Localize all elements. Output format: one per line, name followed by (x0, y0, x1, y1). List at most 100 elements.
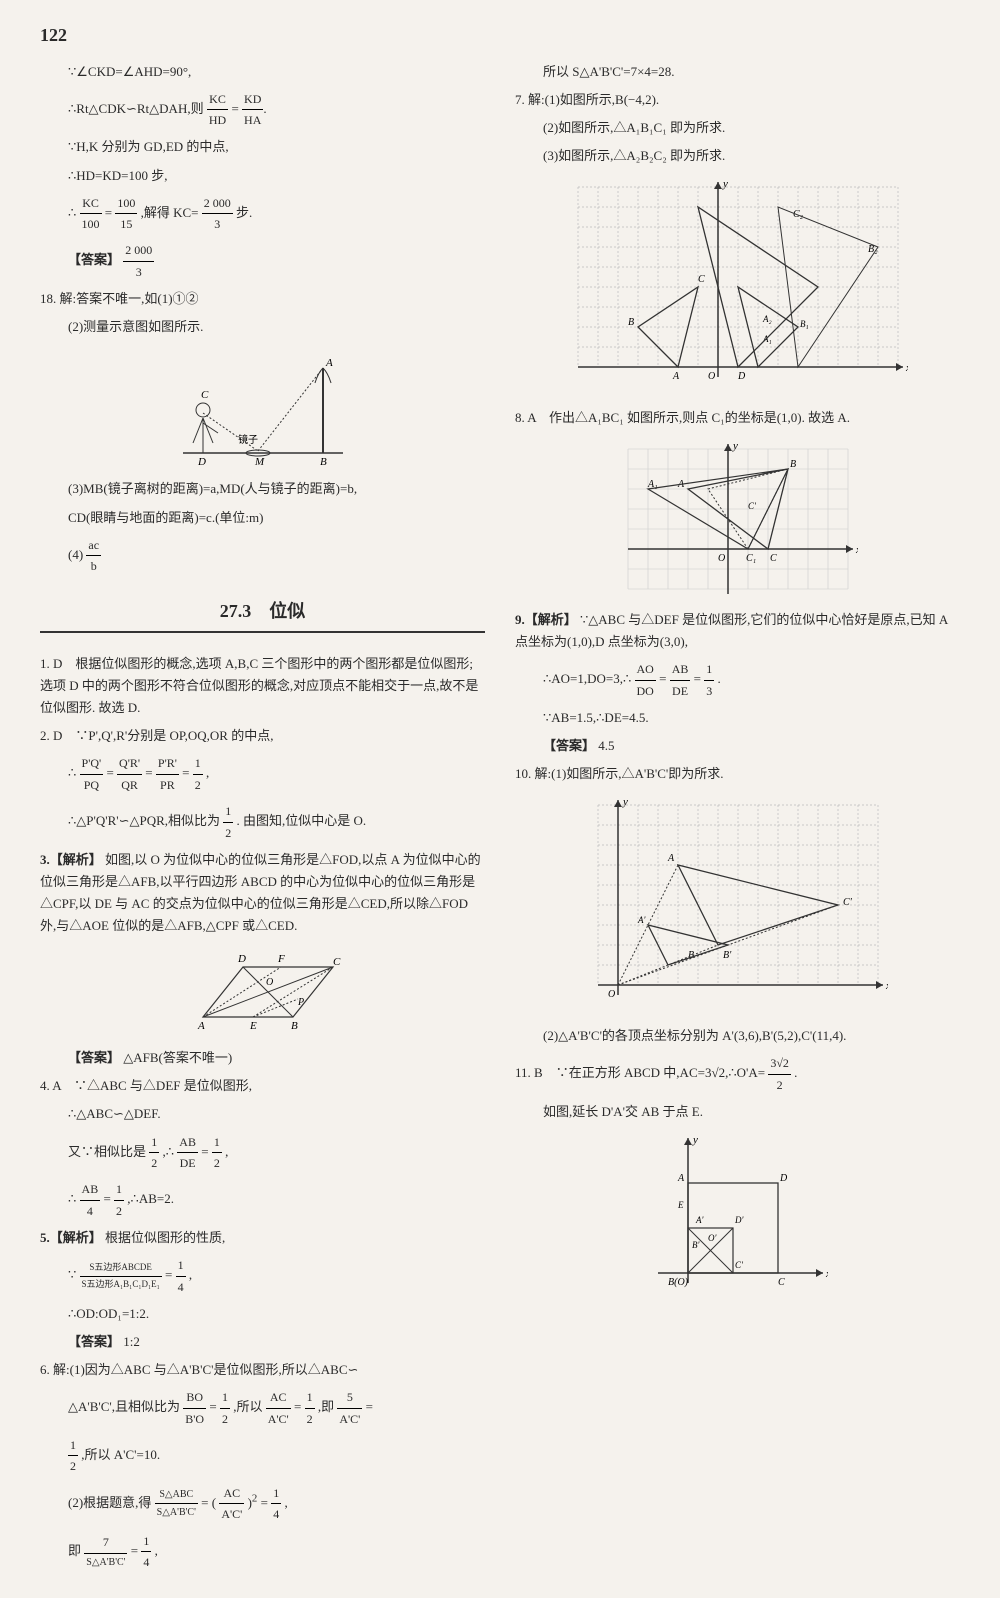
text: 又∵相似比是 (68, 1143, 146, 1158)
svg-text:y: y (732, 440, 738, 452)
answer-text: △AFB(答案不唯一) (123, 1050, 232, 1065)
fraction: 14 (141, 1531, 151, 1573)
text: ,所以 (233, 1399, 262, 1414)
svg-text:y: y (722, 178, 728, 190)
block-17-continuation: ∵∠CKD=∠AHD=90°, ∴Rt△CDK∽Rt△DAH,则 KCHD = … (40, 61, 485, 283)
svg-text:E: E (677, 1200, 684, 1210)
text: = (182, 765, 189, 780)
text: (2)根据题意,得 (68, 1495, 151, 1510)
q5-l3: ∴OD:OD₁=1:2. (40, 1303, 485, 1325)
line: ∴ KC100 = 10015 ,解得 KC= 2 0003 步. (68, 193, 485, 235)
q4-l4: ∴ AB4 = 12 ,∴AB=2. (40, 1179, 485, 1221)
text: , (284, 1495, 287, 1510)
svg-text:C: C (770, 553, 777, 564)
q2-l3: ∴△P'Q'R'∽△PQR,相似比为 12 . 由图知,位似中心是 O. (40, 801, 485, 843)
q9-ans: 【答案】 4.5 (515, 735, 960, 757)
q6-l3: 12 ,所以 A'C'=10. (40, 1435, 485, 1477)
q3: 3.【解析】 如图,以 O 为位似中心的位似三角形是△FOD,以点 A 为位似中… (40, 849, 485, 937)
text: 步. (236, 205, 252, 220)
svg-text:y: y (692, 1134, 698, 1146)
text: = (145, 765, 152, 780)
fraction: 2 0003 (123, 240, 154, 282)
two-column-layout: ∵∠CKD=∠AHD=90°, ∴Rt△CDK∽Rt△DAH,则 KCHD = … (40, 61, 960, 1579)
text: ∴AO=1,DO=3,∴ (543, 671, 631, 686)
text: , (189, 1267, 192, 1282)
svg-text:D: D (779, 1173, 788, 1184)
svg-text:A: A (672, 371, 680, 382)
body: 如图,以 O 为位似中心的位似三角形是△FOD,以点 A 为位似中心的位似三角形… (40, 852, 481, 933)
q11-l2: 如图,延长 D'A'交 AB 于点 E. (515, 1101, 960, 1123)
text: = (694, 671, 701, 686)
q18-l3: (3)MB(镜子离树的距离)=a,MD(人与镜子的距离)=b, (40, 478, 485, 500)
q10-head: 10. 解:(1)如图所示,△A'B'C'即为所求. (515, 763, 960, 785)
fraction: AB4 (80, 1179, 101, 1221)
svg-text:B: B (790, 459, 796, 470)
fraction: KC100 (80, 193, 102, 235)
q8-head: 8. A 作出△A₁BC₁ 如图所示,则点 C₁的坐标是(1,0). 故选 A. (515, 407, 960, 429)
text: = (105, 205, 112, 220)
text: ∴△P'Q'R'∽△PQR,相似比为 (68, 813, 220, 828)
svg-text:C₂: C₂ (793, 209, 804, 220)
r-l1: 所以 S△A'B'C'=7×4=28. (515, 61, 960, 83)
svg-text:x: x (905, 362, 908, 374)
q7-l2: (2)如图所示,△A₁B₁C₁ 即为所求. (515, 117, 960, 139)
q4-l2: ∴△ABC∽△DEF. (40, 1103, 485, 1125)
fraction: 13 (704, 659, 714, 701)
answer-text: 4.5 (598, 738, 614, 753)
fraction: 7S△A'B'C' (84, 1532, 127, 1570)
figure-square-q11: x y A D B(O) C A' D' E B' C' O' (515, 1133, 960, 1293)
answer-text: 1:2 (123, 1334, 140, 1349)
text: ∵ (68, 1267, 76, 1282)
figure-parallelogram: D F C O P A E B (40, 947, 485, 1037)
answer-label: 【答案】 (543, 738, 595, 753)
line: ∴Rt△CDK∽Rt△DAH,则 KCHD = KDHA. (68, 89, 485, 131)
fraction: 12 (114, 1179, 124, 1221)
svg-text:镜子: 镜子 (238, 433, 258, 446)
line: ∵∠CKD=∠AHD=90°, (68, 61, 485, 83)
q6-l4: (2)根据题意,得 S△ABCS△A'B'C' = ( ACA'C' )2 = … (40, 1483, 485, 1525)
fraction: ACA'C' (266, 1387, 291, 1429)
fraction: Q'R'QR (117, 753, 142, 795)
q3-ans: 【答案】 △AFB(答案不唯一) (40, 1047, 485, 1069)
svg-text:C₁: C₁ (746, 553, 756, 564)
svg-text:D: D (237, 953, 246, 965)
text: = (106, 765, 113, 780)
svg-text:E: E (249, 1020, 257, 1032)
fraction: KCHD (207, 89, 228, 131)
svg-text:A': A' (695, 1215, 704, 1225)
svg-text:C': C' (843, 897, 853, 908)
fraction: S△ABCS△A'B'C' (155, 1486, 198, 1521)
answer-label: 【答案】 (68, 1334, 120, 1349)
fraction: 14 (176, 1255, 186, 1297)
text: ∴Rt△CDK∽Rt△DAH,则 (68, 101, 204, 116)
text: ( (212, 1495, 216, 1510)
fraction: BOB'O (183, 1387, 206, 1429)
text: ∴ (68, 205, 76, 220)
text: , (155, 1543, 158, 1558)
text: = (659, 671, 666, 686)
text: ∴ (68, 1191, 76, 1206)
q9-l2: ∴AO=1,DO=3,∴ AODO = ABDE = 13 . (515, 659, 960, 701)
line: ∵H,K 分别为 GD,ED 的中点, (68, 136, 485, 158)
svg-text:A: A (197, 1020, 205, 1032)
sup: 2 (252, 1492, 257, 1504)
label: 3.【解析】 (40, 852, 102, 867)
figure-grid-q10: x y O A B C' A' B' (515, 795, 960, 1015)
svg-text:C: C (201, 389, 209, 401)
text: (4) (68, 546, 83, 561)
svg-text:F: F (277, 953, 285, 965)
text: , (225, 1143, 228, 1158)
answer-label: 【答案】 (68, 252, 120, 267)
q5-ans: 【答案】 1:2 (40, 1331, 485, 1353)
text: ,∴ (163, 1143, 175, 1158)
svg-text:x: x (825, 1268, 828, 1280)
q5-l2: ∵ S五边形ABCDES五边形A₁B₁C₁D₁E₁ = 14 , (40, 1255, 485, 1297)
q9-l3: ∵AB=1.5,∴DE=4.5. (515, 707, 960, 729)
line: ∴HD=KD=100 步, (68, 165, 485, 187)
q7-l3: (3)如图所示,△A₂B₂C₂ 即为所求. (515, 145, 960, 167)
text: = (294, 1399, 301, 1414)
svg-text:B: B (688, 950, 694, 961)
fraction: 12 (220, 1387, 230, 1429)
q6-l2: △A'B'C',且相似比为 BOB'O = 12 ,所以 ACA'C' = 12… (40, 1387, 485, 1429)
fraction: 3√22 (768, 1053, 791, 1095)
